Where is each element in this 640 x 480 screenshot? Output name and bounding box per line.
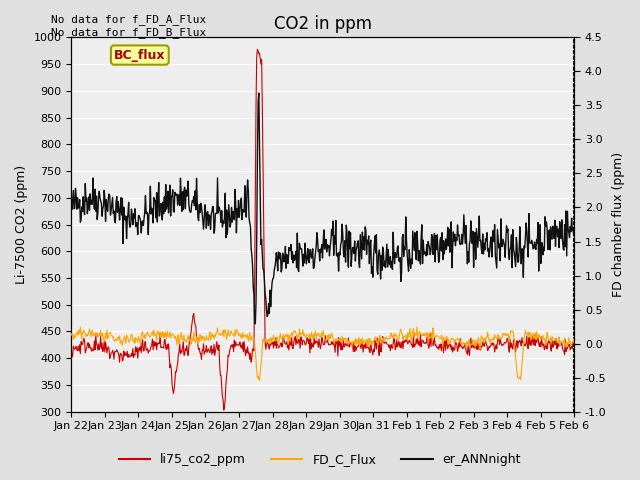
Legend: li75_co2_ppm, FD_C_Flux, er_ANNnight: li75_co2_ppm, FD_C_Flux, er_ANNnight bbox=[114, 448, 526, 471]
Y-axis label: FD chamber flux (ppm): FD chamber flux (ppm) bbox=[612, 152, 625, 297]
Text: BC_flux: BC_flux bbox=[114, 48, 166, 61]
Y-axis label: Li-7500 CO2 (ppm): Li-7500 CO2 (ppm) bbox=[15, 165, 28, 284]
Text: No data for f_FD_A_Flux
No data for f_FD_B_Flux: No data for f_FD_A_Flux No data for f_FD… bbox=[51, 14, 207, 38]
Title: CO2 in ppm: CO2 in ppm bbox=[274, 15, 372, 33]
